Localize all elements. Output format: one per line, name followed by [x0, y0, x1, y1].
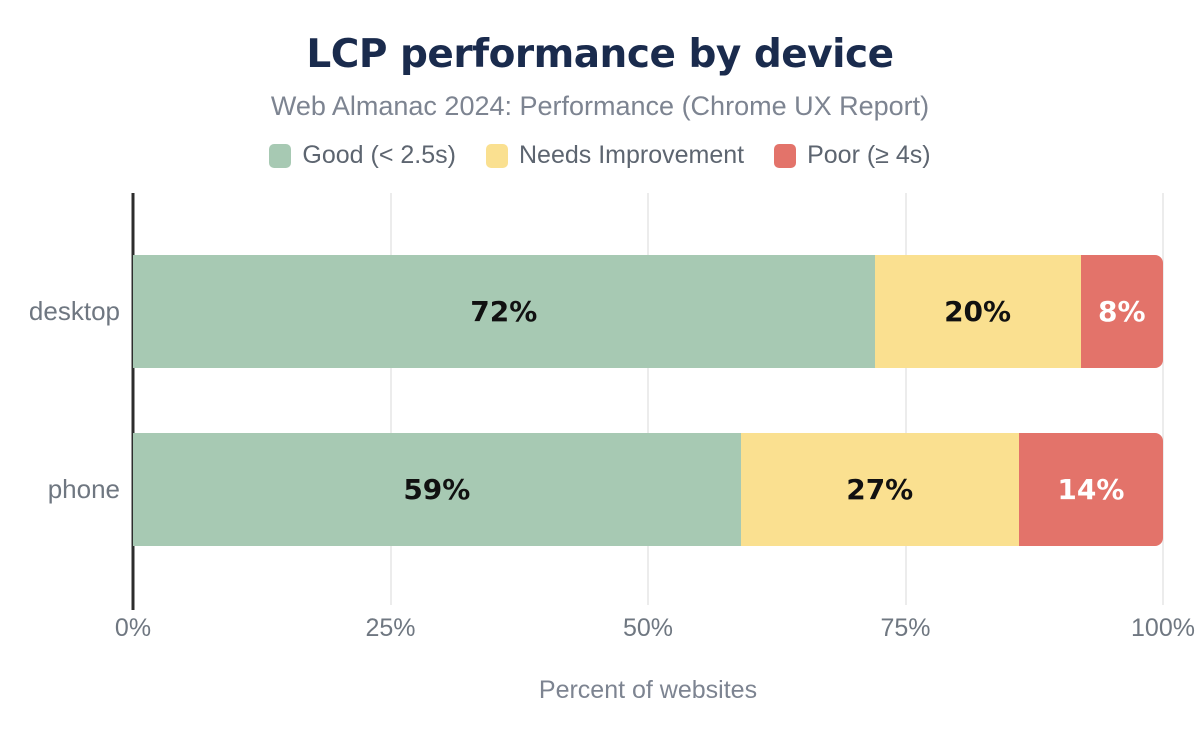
bar-value-poor-4s-desktop: 8%: [1098, 295, 1146, 328]
x-tick-50: 50%: [622, 614, 674, 642]
legend-label-needs-improvement: Needs Improvement: [518, 141, 745, 169]
bar-value-good-2-5s-desktop: 72%: [470, 295, 538, 328]
bar-row-phone: phone 59% 27% 14%: [48, 433, 1163, 546]
gridline-100: [1162, 193, 1164, 605]
x-tick-25: 25%: [365, 614, 416, 642]
bar-value-good-2-5s-phone: 59%: [403, 473, 471, 506]
legend-item-needs-improvement: Needs Improvement: [485, 141, 745, 170]
bar-row-desktop: desktop 72% 20% 8%: [29, 255, 1163, 368]
gridline-50: [647, 193, 649, 605]
category-label-phone: phone: [47, 474, 120, 504]
x-tick-100: 100%: [1131, 614, 1195, 642]
gridline-75: [904, 193, 907, 605]
gridline-25: [389, 193, 392, 605]
x-tick-0: 0%: [114, 614, 152, 642]
chart-title: LCP performance by device: [306, 32, 894, 77]
bar-segment-poor-4s-desktop: 8%: [1080, 255, 1163, 368]
bar-segment-poor-4s-phone: 14%: [1018, 433, 1163, 546]
bar-segment-good-2-5s-phone: 59%: [133, 433, 741, 546]
legend-label-good-2-5s: Good (< 2.5s): [302, 141, 456, 169]
legend-item-good-2-5s: Good (< 2.5s): [269, 141, 456, 170]
legend-swatch-poor-4s: [774, 143, 797, 168]
legend-label-poor-4s: Poor (≥ 4s): [807, 141, 931, 169]
x-axis-title: Percent of websites: [538, 676, 758, 704]
bar-value-needs-improvement-phone: 27%: [846, 473, 914, 506]
bar-segment-needs-improvement-phone: 27%: [740, 433, 1019, 546]
x-tick-75: 75%: [880, 614, 931, 642]
bar-segment-good-2-5s-desktop: 72%: [133, 255, 875, 368]
bar-segment-needs-improvement-desktop: 20%: [874, 255, 1081, 368]
category-label-desktop: desktop: [28, 296, 120, 326]
legend-swatch-good-2-5s: [269, 143, 292, 168]
legend-item-poor-4s: Poor (≥ 4s): [774, 141, 931, 170]
plot-area: desktop 72% 20% 8% phone 59% 27% 14%: [29, 193, 1164, 610]
y-axis-line: [131, 193, 135, 610]
chart-subtitle: Web Almanac 2024: Performance (Chrome UX…: [270, 91, 930, 121]
x-axis-tick-labels: 0% 25% 50% 75% 100%: [115, 614, 1195, 648]
legend: Good (< 2.5s) Needs Improvement Poor (≥ 4s…: [0, 141, 1200, 170]
bar-value-needs-improvement-desktop: 20%: [944, 295, 1012, 328]
legend-swatch-needs-improvement: [485, 143, 508, 168]
bar-value-poor-4s-phone: 14%: [1057, 473, 1125, 506]
